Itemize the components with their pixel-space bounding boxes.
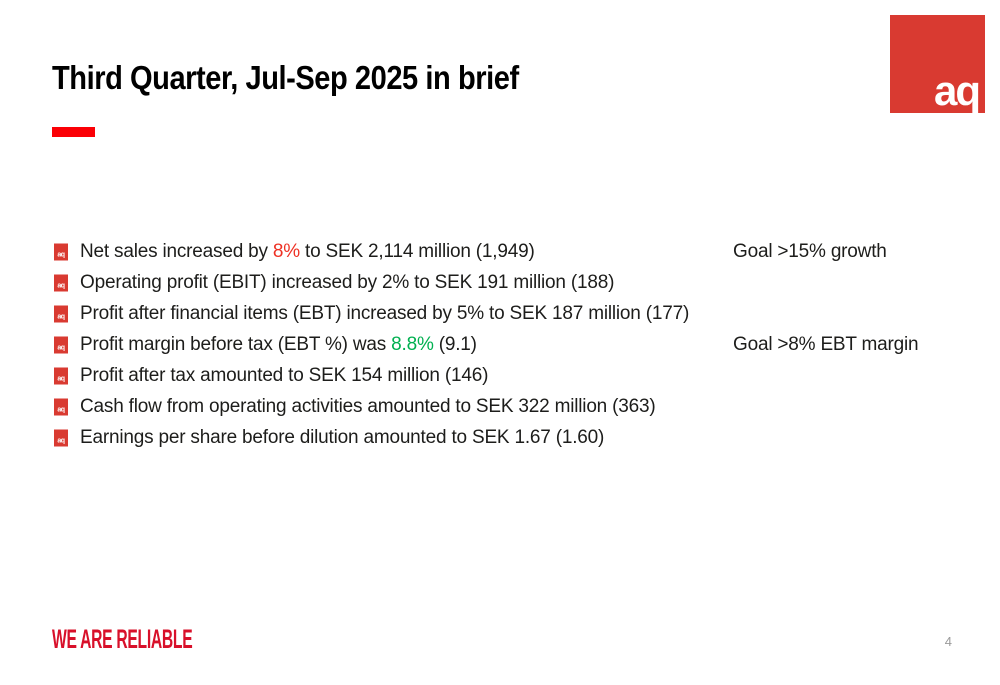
aq-bullet-icon: aq bbox=[54, 398, 68, 415]
footer-tagline: WE ARE RELIABLE bbox=[52, 626, 294, 653]
footer-tagline-text: WE ARE RELIABLE bbox=[52, 624, 193, 654]
bullet-item: aq Cash flow from operating activities am… bbox=[52, 391, 962, 422]
goal-label: Goal >8% EBT margin bbox=[733, 333, 919, 355]
text-segment: Profit margin before tax (EBT %) was bbox=[80, 333, 392, 355]
title-accent-dash bbox=[52, 127, 95, 137]
aq-bullet-icon: aq bbox=[54, 336, 68, 353]
text-segment: Profit after tax amounted to SEK 154 mil… bbox=[80, 364, 489, 386]
bullet-item: aq Earnings per share before dilution amo… bbox=[52, 422, 962, 453]
aq-logo: aq bbox=[890, 15, 985, 113]
text-segment: Profit after financial items (EBT) incre… bbox=[80, 302, 690, 324]
aq-bullet-icon: aq bbox=[54, 274, 68, 291]
text-segment: (9.1) bbox=[433, 333, 477, 355]
bullet-text: Net sales increased by 8% to SEK 2,114 m… bbox=[80, 241, 535, 263]
text-segment: Operating profit (EBIT) increased by 2% … bbox=[80, 271, 615, 293]
highlighted-value: 8.8% bbox=[391, 333, 434, 355]
bullet-text: Cash flow from operating activities amou… bbox=[80, 396, 656, 418]
page-title: Third Quarter, Jul-Sep 2025 in brief bbox=[52, 58, 582, 98]
text-segment: Net sales increased by bbox=[80, 240, 273, 262]
bullet-list: aq Net sales increased by 8% to SEK 2,114… bbox=[52, 236, 962, 453]
aq-bullet-icon: aq bbox=[54, 367, 68, 384]
bullet-text: Profit after tax amounted to SEK 154 mil… bbox=[80, 365, 488, 387]
bullet-item: aq Profit after tax amounted to SEK 154 m… bbox=[52, 360, 962, 391]
aq-bullet-icon: aq bbox=[54, 429, 68, 446]
text-segment: Cash flow from operating activities amou… bbox=[80, 395, 656, 417]
aq-bullet-icon: aq bbox=[54, 305, 68, 322]
bullet-text: Profit margin before tax (EBT %) was 8.8… bbox=[80, 334, 477, 356]
text-segment: Earnings per share before dilution amoun… bbox=[80, 426, 605, 448]
bullet-item: aq Net sales increased by 8% to SEK 2,114… bbox=[52, 236, 962, 267]
bullet-item: aq Profit margin before tax (EBT %) was 8… bbox=[52, 329, 962, 360]
bullet-text: Profit after financial items (EBT) incre… bbox=[80, 303, 689, 325]
bullet-text: Operating profit (EBIT) increased by 2% … bbox=[80, 272, 614, 294]
bullet-text: Earnings per share before dilution amoun… bbox=[80, 427, 604, 449]
aq-logo-text: aq bbox=[933, 67, 981, 115]
bullet-item: aq Operating profit (EBIT) increased by 2… bbox=[52, 267, 962, 298]
page-title-text: Third Quarter, Jul-Sep 2025 in brief bbox=[52, 59, 519, 96]
goal-label: Goal >15% growth bbox=[733, 240, 887, 262]
bullet-item: aq Profit after financial items (EBT) inc… bbox=[52, 298, 962, 329]
text-segment: to SEK 2,114 million (1,949) bbox=[299, 240, 535, 262]
highlighted-value: 8% bbox=[272, 240, 300, 262]
aq-bullet-icon: aq bbox=[54, 243, 68, 260]
page-number: 4 bbox=[944, 634, 952, 649]
